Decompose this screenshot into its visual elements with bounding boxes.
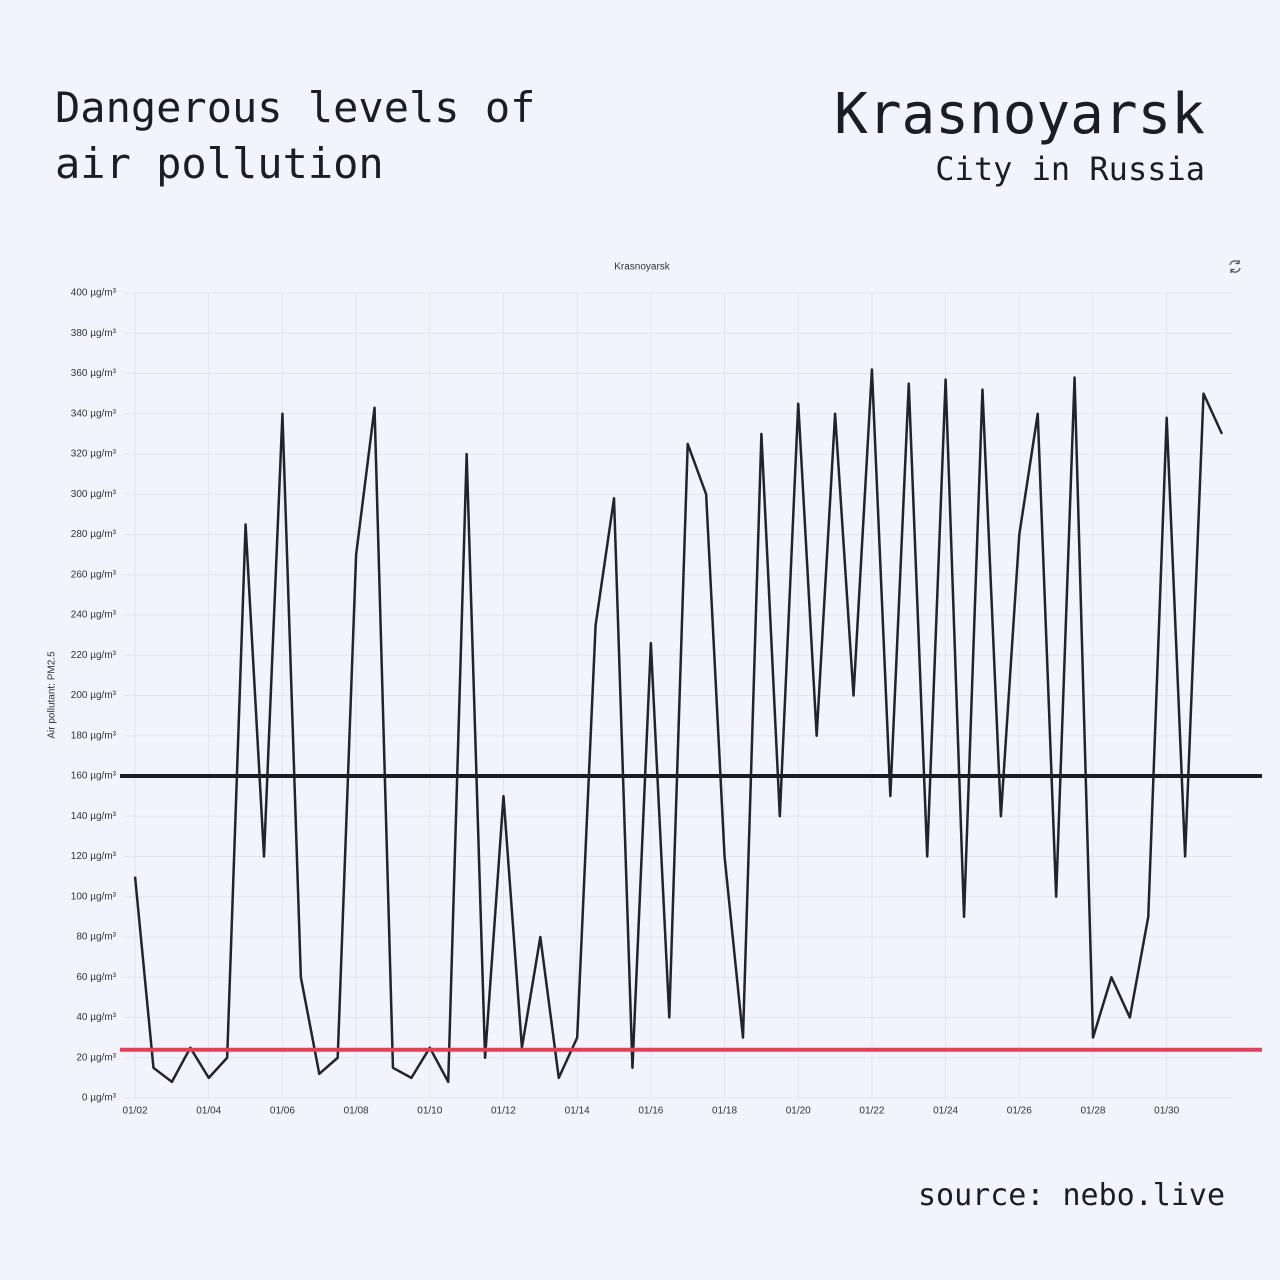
x-tick-label: 01/04	[196, 1106, 221, 1117]
y-tick-label: 380 µg/m³	[71, 328, 117, 339]
y-tick-label: 340 µg/m³	[71, 408, 117, 419]
y-tick-label: 180 µg/m³	[71, 730, 117, 741]
y-tick-label: 0 µg/m³	[82, 1093, 117, 1104]
y-axis-label: Air pollutant: PM2.5	[47, 651, 58, 739]
city: Krasnoyarsk	[834, 82, 1205, 147]
y-tick-label: 120 µg/m³	[71, 851, 117, 862]
y-tick-label: 400 µg/m³	[71, 288, 117, 299]
x-tick-label: 01/26	[1007, 1106, 1032, 1117]
y-tick-label: 60 µg/m³	[76, 972, 116, 983]
y-tick-label: 140 µg/m³	[71, 811, 117, 822]
y-tick-label: 20 µg/m³	[76, 1052, 116, 1063]
y-tick-label: 40 µg/m³	[76, 1012, 116, 1023]
y-tick-label: 260 µg/m³	[71, 569, 117, 580]
x-tick-label: 01/06	[270, 1106, 295, 1117]
x-tick-label: 01/10	[417, 1106, 442, 1117]
x-tick-label: 01/28	[1080, 1106, 1105, 1117]
y-tick-label: 80 µg/m³	[76, 932, 116, 943]
chart-title: Krasnoyarsk	[614, 262, 671, 273]
source: source: nebo.live	[918, 1178, 1225, 1213]
y-tick-label: 220 µg/m³	[71, 650, 117, 661]
x-tick-label: 01/12	[491, 1106, 516, 1117]
x-tick-label: 01/08	[344, 1106, 369, 1117]
x-tick-label: 01/14	[565, 1106, 590, 1117]
x-tick-label: 01/20	[786, 1106, 811, 1117]
y-tick-label: 360 µg/m³	[71, 368, 117, 379]
y-tick-label: 160 µg/m³	[71, 771, 117, 782]
x-tick-label: 01/16	[638, 1106, 663, 1117]
y-tick-label: 240 µg/m³	[71, 610, 117, 621]
x-tick-label: 01/24	[933, 1106, 958, 1117]
refresh-icon[interactable]	[1229, 260, 1241, 273]
x-tick-label: 01/18	[712, 1106, 737, 1117]
y-tick-label: 320 µg/m³	[71, 449, 117, 460]
data-line	[133, 368, 1224, 1084]
city-subtitle: City in Russia	[935, 150, 1205, 188]
y-tick-label: 200 µg/m³	[71, 690, 117, 701]
page-title: Dangerous levels of air pollution	[55, 83, 535, 188]
x-tick-label: 01/30	[1154, 1106, 1179, 1117]
x-tick-label: 01/02	[123, 1106, 148, 1117]
x-tick-label: 01/22	[859, 1106, 884, 1117]
y-tick-label: 300 µg/m³	[71, 489, 117, 500]
y-tick-label: 100 µg/m³	[71, 891, 117, 902]
y-tick-label: 280 µg/m³	[71, 529, 117, 540]
